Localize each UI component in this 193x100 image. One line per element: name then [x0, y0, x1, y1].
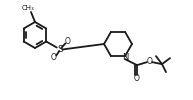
Text: S: S — [57, 45, 63, 54]
Text: O: O — [147, 57, 153, 66]
Text: O: O — [65, 36, 71, 46]
Text: O: O — [134, 74, 140, 83]
Text: O: O — [51, 54, 57, 62]
Text: CH₃: CH₃ — [22, 6, 34, 12]
Text: N: N — [122, 53, 128, 62]
